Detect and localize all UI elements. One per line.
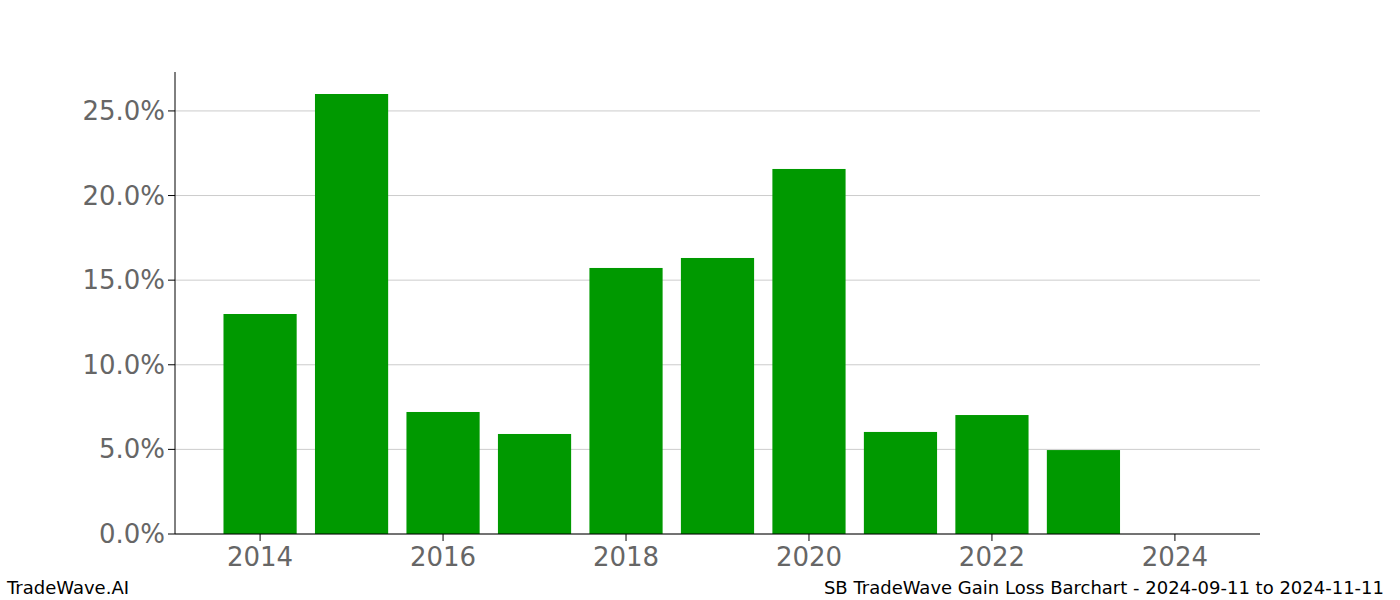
bar: [1047, 450, 1120, 534]
bar: [315, 94, 388, 534]
title: SB TradeWave Gain Loss Barchart - 2024-0…: [824, 577, 1384, 598]
x-tick: [991, 534, 992, 541]
y-tick: [168, 364, 175, 365]
x-tick: [260, 534, 261, 541]
y-tick-label: 25.0%: [82, 96, 165, 126]
y-axis-line: [175, 72, 176, 534]
bar: [406, 412, 479, 534]
y-tick-label: 10.0%: [82, 350, 165, 380]
x-tick: [808, 534, 809, 541]
x-tick-label: 2024: [1142, 542, 1208, 572]
bar: [772, 169, 845, 534]
bar: [864, 432, 937, 534]
y-tick-label: 5.0%: [99, 434, 165, 464]
x-tick-label: 2014: [227, 542, 293, 572]
y-tick: [168, 449, 175, 450]
y-tick-label: 15.0%: [82, 265, 165, 295]
x-axis-line: [175, 534, 1260, 535]
y-tick-label: 0.0%: [99, 519, 165, 549]
x-tick: [443, 534, 444, 541]
x-tick: [1174, 534, 1175, 541]
y-tick: [168, 534, 175, 535]
source: TradeWave.AI: [6, 577, 129, 598]
bars: [223, 94, 1120, 534]
y-tick: [168, 280, 175, 281]
grid-line: [175, 534, 1260, 535]
bar: [498, 434, 571, 534]
x-tick-label: 2016: [410, 542, 476, 572]
x-tick-label: 2018: [593, 542, 659, 572]
bar: [223, 314, 296, 534]
x-tick-label: 2022: [959, 542, 1025, 572]
x-tick: [626, 534, 627, 541]
x-tick-label: 2020: [776, 542, 842, 572]
y-tick: [168, 195, 175, 196]
bar: [955, 415, 1028, 534]
bar: [589, 268, 662, 534]
y-tick: [168, 110, 175, 111]
bar: [681, 258, 754, 534]
chart: 0.0% 5.0% 10.0% 15.0% 20.0% 25.0% 2014 2016 2018…: [0, 0, 1400, 600]
y-tick-label: 20.0%: [82, 181, 165, 211]
